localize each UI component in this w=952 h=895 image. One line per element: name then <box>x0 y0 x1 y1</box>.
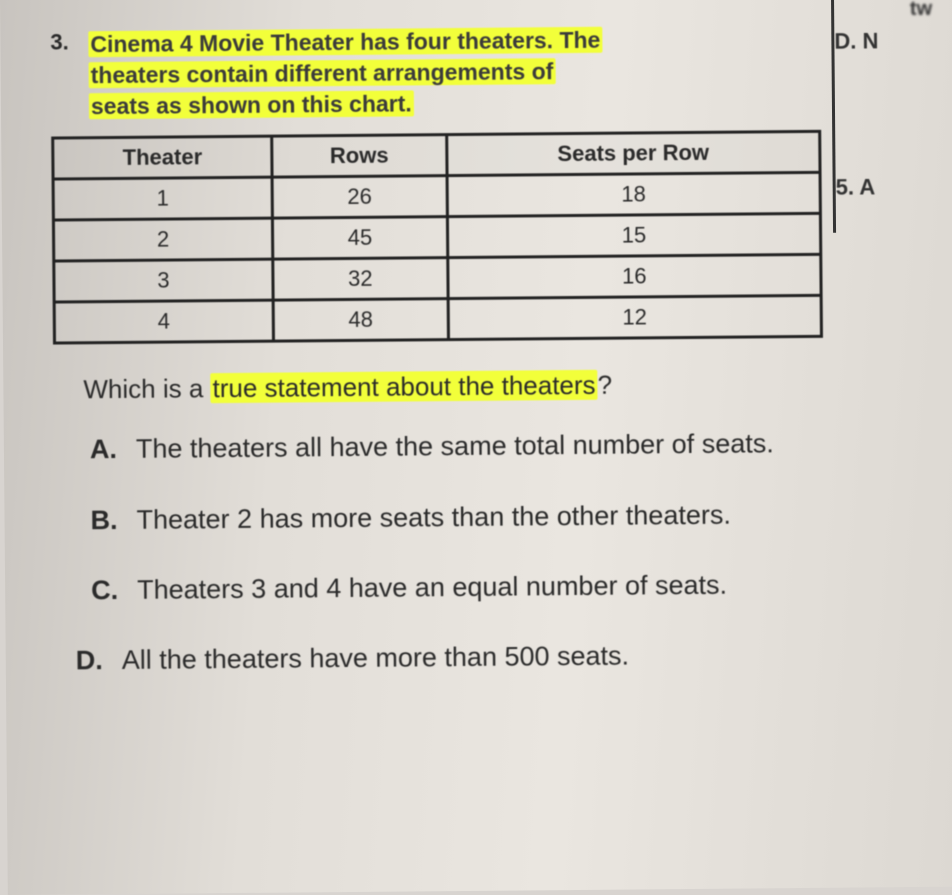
choice-b[interactable]: B. Theater 2 has more seats than the oth… <box>90 495 910 539</box>
choice-letter: C. <box>91 572 125 609</box>
table-header-row: Theater Rows Seats per Row <box>53 131 820 179</box>
question-line-1: Cinema 4 Movie Theater has four theaters… <box>88 27 602 57</box>
cell-rows: 48 <box>273 299 448 342</box>
prompt-text: Which is a true statement about the thea… <box>83 367 937 405</box>
cell-rows: 32 <box>273 258 448 301</box>
table-row: 2 45 15 <box>53 213 820 261</box>
prompt-post: ? <box>597 370 612 400</box>
prompt-pre: Which is a <box>83 373 210 404</box>
choice-text: Theater 2 has more seats than the other … <box>136 496 731 538</box>
fragment-5: 5. A <box>836 174 936 201</box>
cell-rows: 26 <box>272 176 447 219</box>
cell-theater: 2 <box>53 218 272 261</box>
col-theater: Theater <box>53 136 272 179</box>
fragment-tw: tw <box>910 0 932 21</box>
question-number: 3. <box>50 29 78 55</box>
cell-rows: 45 <box>272 217 447 260</box>
cell-theater: 4 <box>54 300 273 343</box>
cell-spr: 18 <box>447 172 821 216</box>
choice-letter: B. <box>90 502 124 539</box>
question-line-2: theaters contain different arrangements … <box>89 58 556 88</box>
right-column-fragment: tw D. N 5. A <box>834 4 937 321</box>
col-seats-per-row: Seats per Row <box>446 131 820 175</box>
question-line-3: seats as shown on this chart. <box>89 90 414 119</box>
choice-text: The theaters all have the same total num… <box>136 425 774 467</box>
table-row: 4 48 12 <box>54 295 821 343</box>
cell-spr: 15 <box>447 213 821 257</box>
cell-theater: 1 <box>53 177 272 220</box>
choice-letter: D. <box>76 643 110 680</box>
question-text: Cinema 4 Movie Theater has four theaters… <box>88 25 603 123</box>
col-rows: Rows <box>272 135 447 178</box>
cell-spr: 16 <box>447 254 821 298</box>
choice-text: All the theaters have more than 500 seat… <box>122 638 630 679</box>
choice-text: Theaters 3 and 4 have an equal number of… <box>137 567 727 609</box>
table-row: 1 26 18 <box>53 172 820 220</box>
choice-c[interactable]: C. Theaters 3 and 4 have an equal number… <box>91 565 911 609</box>
theater-table: Theater Rows Seats per Row 1 26 18 2 45 … <box>51 130 823 345</box>
question-header: 3. Cinema 4 Movie Theater has four theat… <box>50 22 935 123</box>
worksheet-page: tw D. N 5. A 3. Cinema 4 Movie Theater h… <box>0 0 952 895</box>
fragment-d: D. N <box>834 28 934 55</box>
choice-d[interactable]: D. All the theaters have more than 500 s… <box>76 636 896 680</box>
cell-spr: 12 <box>448 295 822 339</box>
cell-theater: 3 <box>54 259 273 302</box>
choice-a[interactable]: A. The theaters all have the same total … <box>90 424 910 468</box>
prompt-highlight: true statement about the theaters <box>210 370 597 403</box>
choice-letter: A. <box>90 431 124 468</box>
table-row: 3 32 16 <box>54 254 821 302</box>
